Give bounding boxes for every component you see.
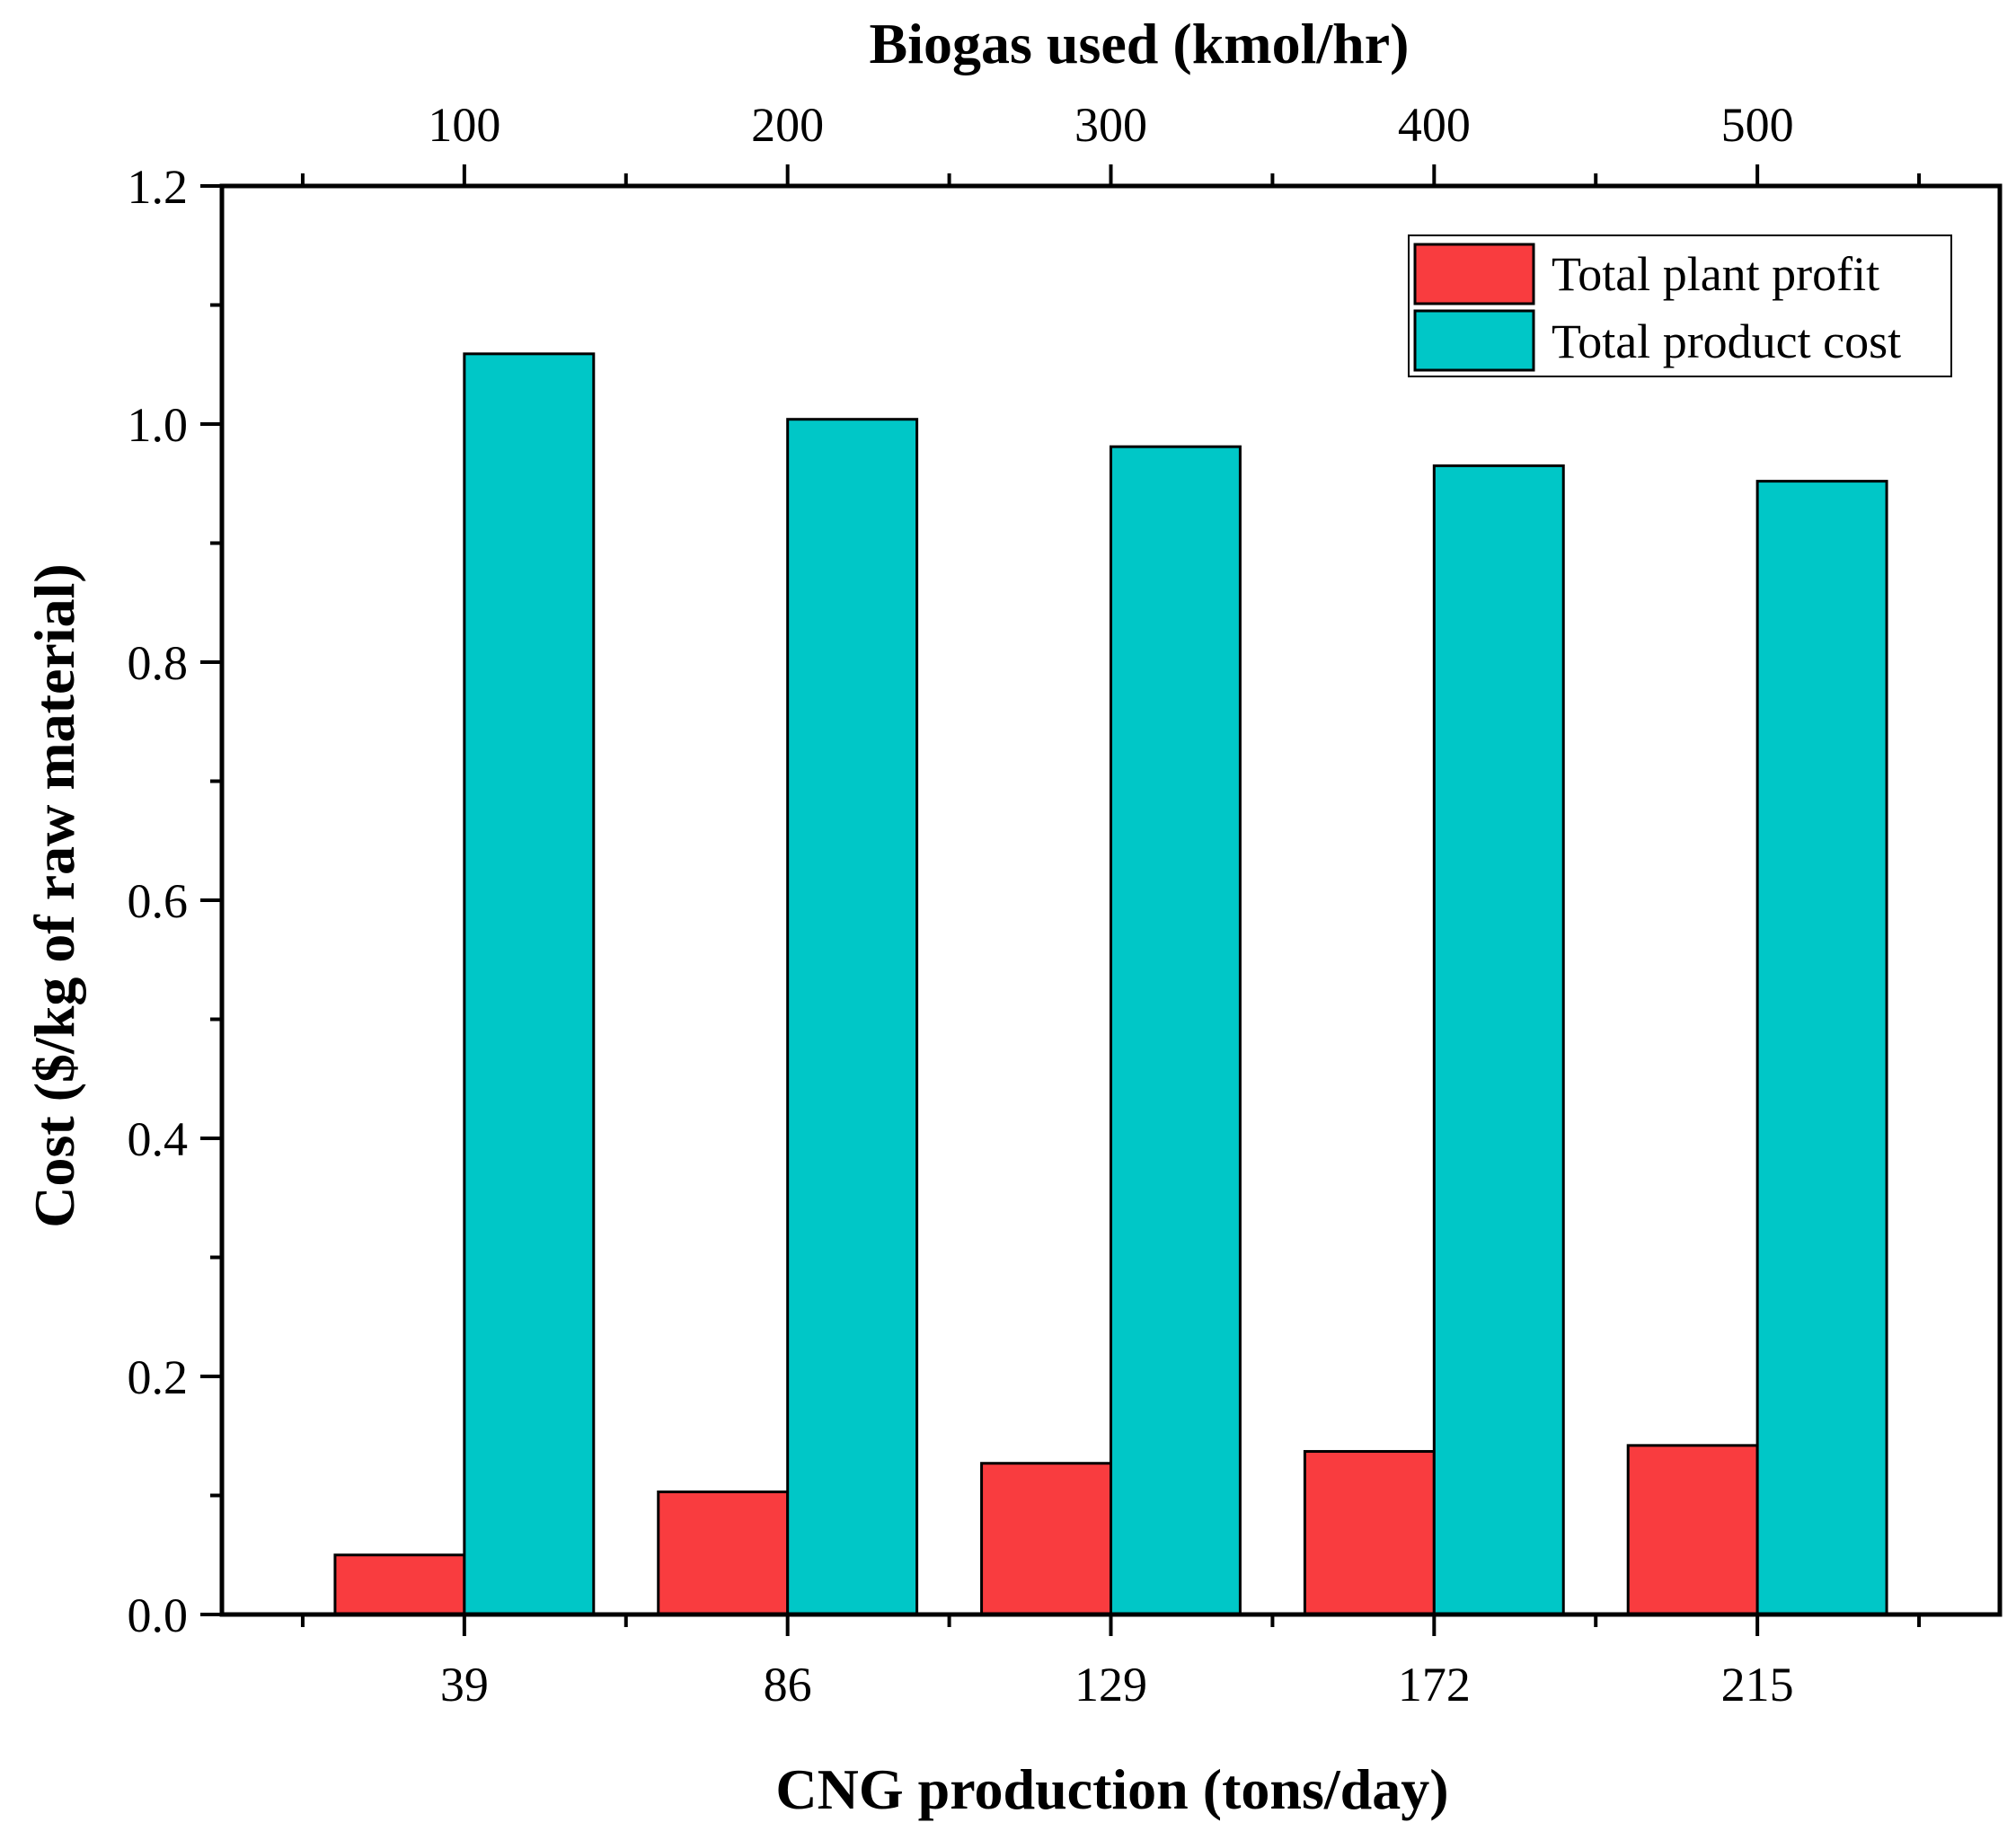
y-tick-label: 0.2: [128, 1350, 189, 1404]
legend-label-total-plant-profit: Total plant profit: [1552, 247, 1879, 301]
x-tick-label: 215: [1721, 1658, 1794, 1712]
legend-swatch-total-plant-profit: [1413, 243, 1535, 305]
y-tick-label: 0.0: [128, 1588, 189, 1642]
x-tick-label: 129: [1074, 1658, 1147, 1712]
legend: Total plant profit Total product cost: [1408, 234, 1952, 377]
plot-frame: [219, 183, 2003, 1617]
bars: [333, 352, 1888, 1616]
x-tick-label: 39: [440, 1658, 489, 1712]
bar-total-plant-profit-215: [1626, 1444, 1759, 1616]
bar-total-product-cost-172: [1432, 464, 1565, 1616]
top-axis-title: Biogas used (kmol/hr): [870, 12, 1410, 75]
x-axis-title: CNG production (tons/day): [775, 1757, 1448, 1821]
y-axis-title: Cost ($/kg of raw material): [22, 563, 86, 1227]
bar-total-product-cost-129: [1110, 445, 1242, 1616]
bar-total-plant-profit-172: [1303, 1449, 1436, 1616]
bar-total-plant-profit-39: [333, 1553, 466, 1616]
tick-labels: 0.0 0.2 0.4 0.6 0.8 1.0 1.2 39 86 129 172 215 100 200…: [128, 98, 1794, 1712]
top-x-tick-label: 400: [1398, 98, 1471, 152]
bar-total-product-cost-86: [786, 418, 919, 1616]
x-tick-label: 172: [1398, 1658, 1471, 1712]
y-tick-label: 1.0: [128, 398, 189, 452]
top-x-tick-label: 100: [428, 98, 500, 152]
top-x-tick-label: 500: [1721, 98, 1794, 152]
axis-ticks: [200, 164, 1922, 1636]
y-tick-label: 0.6: [128, 874, 189, 928]
bar-total-product-cost-39: [463, 352, 596, 1616]
y-tick-label: 0.8: [128, 636, 189, 690]
bar-total-plant-profit-86: [657, 1491, 790, 1616]
legend-swatch-total-product-cost: [1413, 309, 1535, 372]
legend-label-total-product-cost: Total product cost: [1552, 314, 1901, 368]
y-tick-label: 1.2: [128, 160, 189, 214]
y-tick-label: 0.4: [128, 1112, 189, 1166]
bar-total-plant-profit-129: [980, 1462, 1113, 1616]
top-x-tick-label: 300: [1074, 98, 1147, 152]
x-tick-label: 86: [764, 1658, 812, 1712]
top-x-tick-label: 200: [751, 98, 824, 152]
bar-total-product-cost-215: [1755, 480, 1888, 1616]
